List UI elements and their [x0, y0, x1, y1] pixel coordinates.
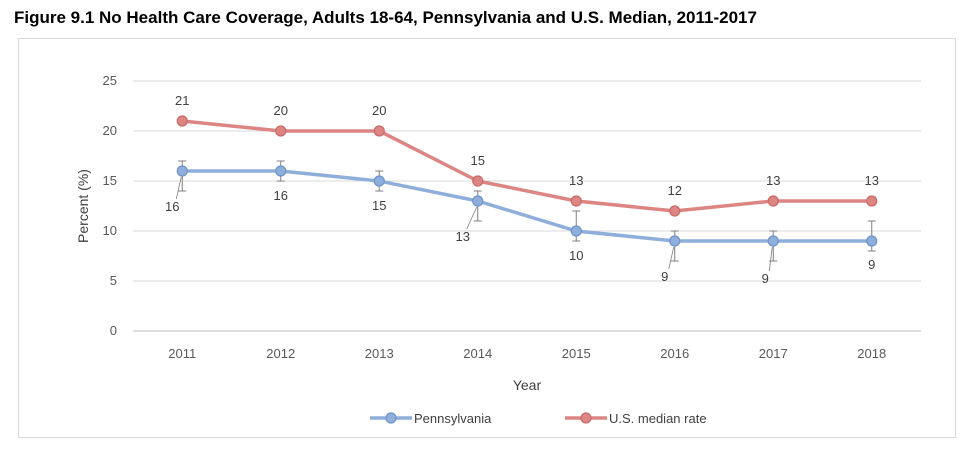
x-axis-title: Year — [513, 377, 542, 393]
series-lines — [176, 115, 878, 247]
y-tick-label: 0 — [110, 323, 117, 338]
y-tick-label: 25 — [103, 73, 117, 88]
data-point — [570, 225, 582, 237]
series-line-pennsylvania — [182, 169, 872, 243]
x-tick-label: 2013 — [365, 346, 394, 361]
data-label-us-median: 13 — [865, 173, 879, 188]
data-point — [472, 175, 484, 187]
data-point — [275, 165, 287, 177]
data-label-us-median: 15 — [471, 153, 485, 168]
y-tick-label: 15 — [103, 173, 117, 188]
chart-title: Figure 9.1 No Health Care Coverage, Adul… — [14, 8, 757, 27]
x-tick-label: 2014 — [463, 346, 492, 361]
legend-swatch-marker — [580, 412, 592, 424]
x-axis-ticks: 2011 2012 2013 2014 2015 2016 2017 2018 — [168, 346, 886, 361]
data-label-pennsylvania: 16 — [165, 199, 179, 214]
y-tick-label: 20 — [103, 123, 117, 138]
data-label-us-median: 13 — [766, 173, 780, 188]
data-point — [669, 235, 681, 247]
y-axis-title: Percent (%) — [75, 169, 91, 243]
legend-swatch-marker — [385, 412, 397, 424]
legend-label: Pennsylvania — [414, 411, 492, 426]
series-line-us-median — [182, 119, 872, 213]
data-labels: 16 16 15 13 10 9 9 9 21 20 20 15 13 12 13 13 — [165, 93, 879, 286]
x-tick-label: 2016 — [660, 346, 689, 361]
data-label-pennsylvania: 15 — [372, 198, 386, 213]
label-leader-line — [668, 246, 675, 270]
data-label-pennsylvania: 13 — [456, 229, 470, 244]
legend-label: U.S. median rate — [609, 411, 707, 426]
data-label-us-median: 20 — [274, 103, 288, 118]
label-leader-line — [768, 246, 773, 272]
data-point — [373, 125, 385, 137]
data-point — [767, 235, 779, 247]
data-label-pennsylvania: 16 — [274, 188, 288, 203]
legend: Pennsylvania U.S. median rate — [370, 411, 707, 426]
data-point — [472, 195, 484, 207]
data-label-us-median: 20 — [372, 103, 386, 118]
data-point — [866, 195, 878, 207]
data-point — [767, 195, 779, 207]
chart-frame — [18, 38, 956, 438]
y-axis-ticks: 0 5 10 15 20 25 — [103, 73, 117, 338]
data-point — [373, 175, 385, 187]
data-point — [275, 125, 287, 137]
x-tick-label: 2018 — [857, 346, 886, 361]
data-point — [176, 115, 188, 127]
data-point — [176, 165, 188, 177]
data-label-us-median: 13 — [569, 173, 583, 188]
y-tick-label: 10 — [103, 223, 117, 238]
x-tick-label: 2017 — [759, 346, 788, 361]
y-tick-label: 5 — [110, 273, 117, 288]
data-point — [669, 205, 681, 217]
data-label-pennsylvania: 9 — [868, 257, 875, 272]
gridlines — [133, 80, 921, 332]
data-point — [866, 235, 878, 247]
label-leader-line — [175, 176, 182, 200]
data-label-pennsylvania: 9 — [661, 269, 668, 284]
x-tick-label: 2015 — [562, 346, 591, 361]
data-label-pennsylvania: 10 — [569, 248, 583, 263]
data-label-us-median: 21 — [175, 93, 189, 108]
data-point — [570, 195, 582, 207]
data-label-us-median: 12 — [668, 183, 682, 198]
x-tick-label: 2011 — [168, 346, 196, 361]
data-label-pennsylvania: 9 — [762, 271, 769, 286]
label-leader-line — [466, 206, 478, 230]
x-tick-label: 2012 — [266, 346, 295, 361]
